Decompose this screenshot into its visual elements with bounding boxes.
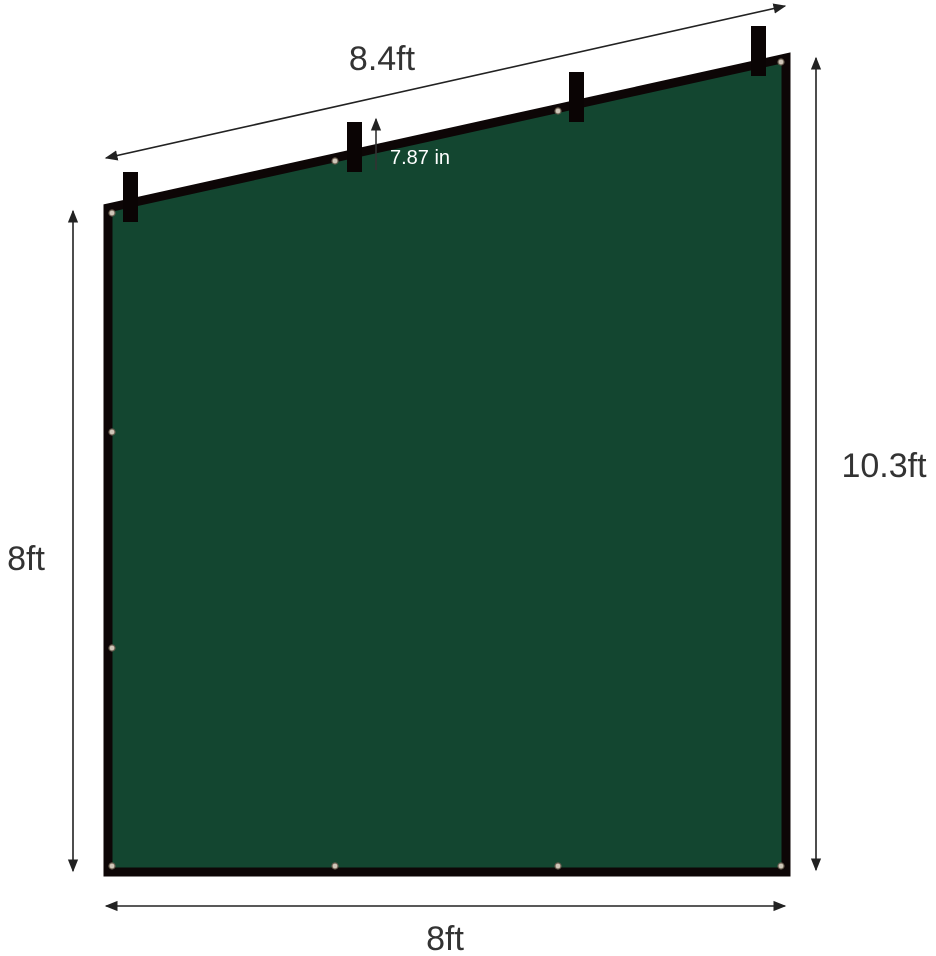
grommet (108, 862, 116, 870)
left-edge-label: 8ft (7, 540, 45, 578)
grommet (108, 209, 116, 217)
shade-panel (103, 52, 791, 877)
bottom-edge-label: 8ft (426, 920, 464, 956)
strap (347, 122, 362, 172)
grommet (554, 862, 562, 870)
grommet (331, 862, 339, 870)
grommet (108, 428, 116, 436)
right-edge-label: 10.3ft (841, 447, 927, 485)
grommet (777, 58, 785, 66)
grommet (331, 157, 339, 165)
strap (751, 26, 766, 76)
grommet (554, 107, 562, 115)
strap-spacing-label: 7.87 in (390, 147, 450, 169)
top-edge-label: 8.4ft (349, 40, 416, 78)
top-dimension-arrow (104, 3, 787, 161)
strap (569, 72, 584, 122)
grommet (108, 644, 116, 652)
strap (123, 172, 138, 222)
grommet (777, 862, 785, 870)
